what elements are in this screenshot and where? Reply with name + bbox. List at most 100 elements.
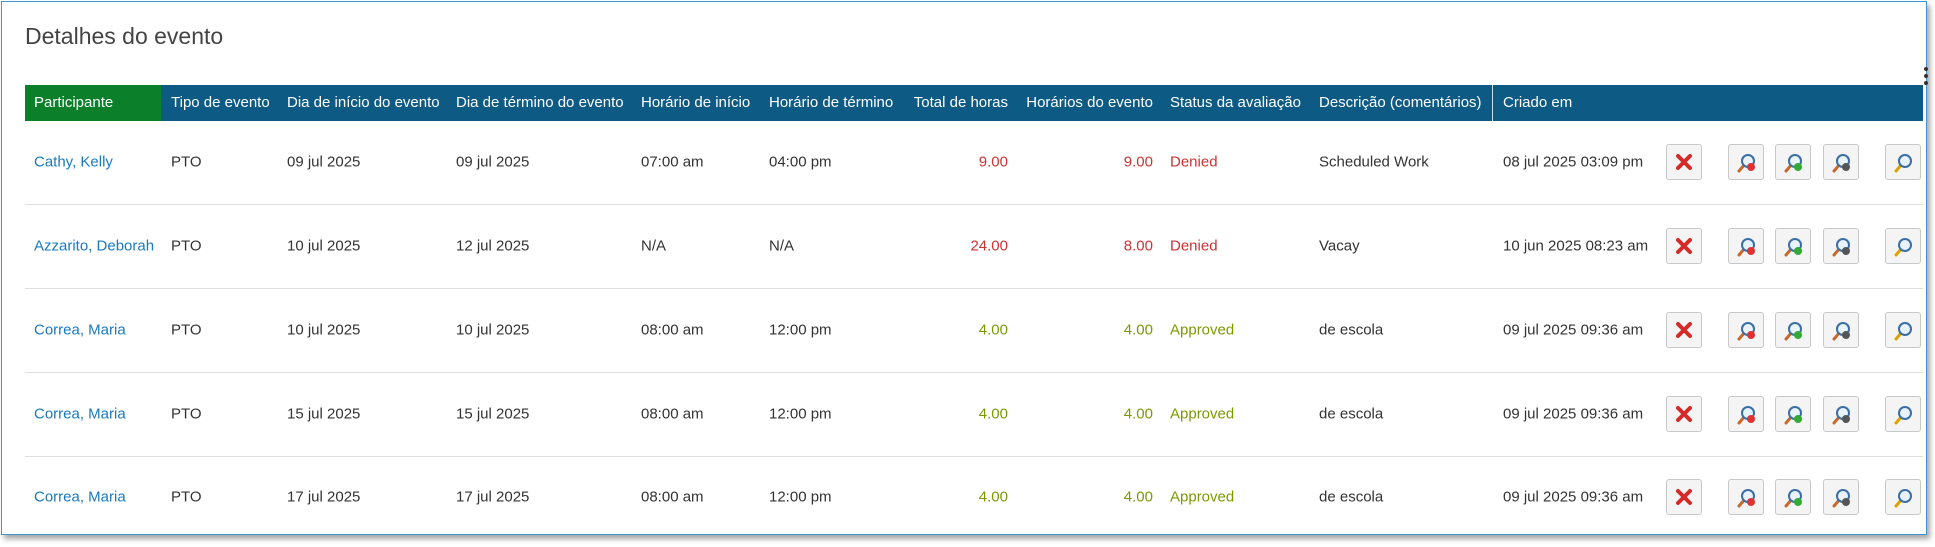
cell-text: 10 jul 2025 — [287, 321, 361, 339]
cell-text: 09 jul 2025 — [287, 153, 361, 171]
cell-text: Denied — [1170, 237, 1218, 255]
cell-text: 09 jul 2025 09:36 am — [1503, 405, 1644, 423]
participant-link[interactable]: Azzarito, Deborah — [34, 237, 155, 255]
cell-text: 12:00 pm — [769, 405, 832, 423]
cell-text: Approved — [1170, 321, 1235, 339]
action-button[interactable] — [1666, 144, 1702, 180]
cell-text: 07:00 am — [641, 153, 704, 171]
action-button[interactable] — [1775, 396, 1811, 432]
cell-text: 10 jul 2025 — [456, 321, 530, 339]
cell-text: 8.00 — [1123, 237, 1153, 255]
cell-text: 08:00 am — [641, 488, 704, 506]
menu-dots[interactable] — [1923, 66, 1929, 86]
column-header: Descrição (comentários) — [1319, 94, 1482, 111]
action-button[interactable] — [1775, 479, 1811, 515]
action-button[interactable] — [1666, 396, 1702, 432]
cell-text: PTO — [171, 488, 202, 506]
cell-text: 15 jul 2025 — [287, 405, 361, 423]
cell-text: 12:00 pm — [769, 488, 832, 506]
cell-text: Approved — [1170, 405, 1235, 423]
cell-text: 4.00 — [978, 321, 1008, 339]
action-button[interactable] — [1775, 228, 1811, 264]
action-button[interactable] — [1728, 228, 1764, 264]
action-button[interactable] — [1823, 144, 1859, 180]
cell-text: Denied — [1170, 153, 1218, 171]
column-header: Total de horas — [913, 94, 1008, 111]
cell-text: 04:00 pm — [769, 153, 832, 171]
action-button[interactable] — [1823, 228, 1859, 264]
column-header: Status da avaliação — [1170, 94, 1301, 111]
cell-text: 10 jul 2025 — [287, 237, 361, 255]
action-button[interactable] — [1728, 396, 1764, 432]
cell-text: 4.00 — [978, 405, 1008, 423]
cell-text: 24.00 — [970, 237, 1008, 255]
cell-text: 15 jul 2025 — [456, 405, 530, 423]
column-header: Horários do evento — [1026, 94, 1153, 111]
participant-link[interactable]: Correa, Maria — [34, 321, 126, 339]
cell-text: 9.00 — [1123, 153, 1153, 171]
action-button[interactable] — [1728, 312, 1764, 348]
header-active — [25, 85, 161, 121]
cell-text: PTO — [171, 321, 202, 339]
action-button[interactable] — [1885, 479, 1921, 515]
panel-title: Detalhes do evento — [25, 23, 224, 49]
panel: Detalhes do evento Participante Tipo de e… — [1, 1, 1929, 535]
cell-text: Scheduled Work — [1319, 153, 1429, 171]
cell-text: 17 jul 2025 — [456, 488, 530, 506]
column-header: Horário de início — [641, 94, 751, 111]
action-button[interactable] — [1775, 144, 1811, 180]
column-header: Horário de término — [769, 94, 894, 111]
cell-text: 08:00 am — [641, 321, 704, 339]
cell-text: 09 jul 2025 — [456, 153, 530, 171]
action-button[interactable] — [1823, 396, 1859, 432]
cell-text: 10 jun 2025 08:23 am — [1503, 237, 1649, 255]
action-button[interactable] — [1823, 479, 1859, 515]
cell-text: 12:00 pm — [769, 321, 832, 339]
cell-text: de escola — [1319, 488, 1384, 506]
row-separator — [25, 204, 1923, 205]
action-button[interactable] — [1728, 144, 1764, 180]
column-header: Tipo de evento — [171, 94, 270, 111]
action-button[interactable] — [1885, 144, 1921, 180]
action-button[interactable] — [1885, 312, 1921, 348]
cell-text: PTO — [171, 405, 202, 423]
cell-text: 09 jul 2025 09:36 am — [1503, 321, 1644, 339]
participant-link[interactable]: Correa, Maria — [34, 488, 126, 506]
cell-text: 4.00 — [1123, 321, 1153, 339]
action-button[interactable] — [1666, 479, 1702, 515]
column-header: Dia de término do evento — [456, 94, 624, 111]
participant-link[interactable]: Cathy, Kelly — [34, 153, 113, 171]
cell-text: 4.00 — [1123, 488, 1153, 506]
cell-text: 12 jul 2025 — [456, 237, 530, 255]
cell-text: 08:00 am — [641, 405, 704, 423]
action-button[interactable] — [1728, 479, 1764, 515]
cell-text: Approved — [1170, 488, 1235, 506]
cell-text: de escola — [1319, 321, 1384, 339]
cell-text: Vacay — [1319, 237, 1360, 255]
cell-text: 4.00 — [1123, 405, 1153, 423]
action-button[interactable] — [1885, 396, 1921, 432]
row-separator — [25, 288, 1923, 289]
action-button[interactable] — [1885, 228, 1921, 264]
cell-text: de escola — [1319, 405, 1384, 423]
action-button[interactable] — [1823, 312, 1859, 348]
cell-text: N/A — [769, 237, 795, 255]
cell-text: 09 jul 2025 09:36 am — [1503, 488, 1644, 506]
cell-text: PTO — [171, 153, 202, 171]
header-divider — [1492, 85, 1493, 121]
participant-link[interactable]: Correa, Maria — [34, 405, 126, 423]
action-button[interactable] — [1666, 228, 1702, 264]
column-header: Criado em — [1503, 94, 1573, 111]
row-separator — [25, 456, 1923, 457]
header-bar — [25, 85, 1923, 121]
cell-text: 4.00 — [978, 488, 1008, 506]
action-button[interactable] — [1666, 312, 1702, 348]
cell-text: N/A — [641, 237, 667, 255]
column-header: Dia de início do evento — [287, 94, 440, 111]
cell-text: 9.00 — [978, 153, 1008, 171]
column-header: Participante — [34, 94, 114, 111]
action-button[interactable] — [1775, 312, 1811, 348]
cell-text: 17 jul 2025 — [287, 488, 361, 506]
cell-text: PTO — [171, 237, 202, 255]
